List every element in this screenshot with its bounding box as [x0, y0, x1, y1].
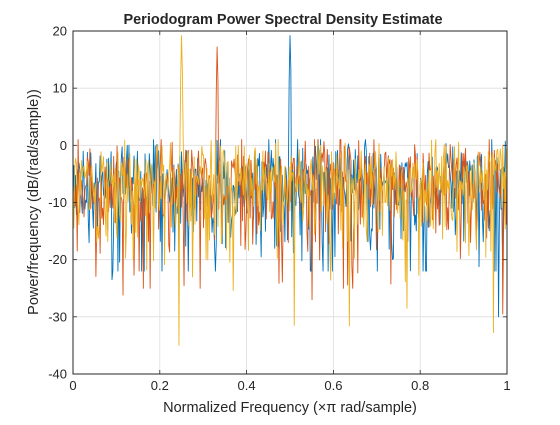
y-tick-label: 10	[53, 81, 67, 96]
y-tick-label: -10	[48, 195, 67, 210]
x-tick-labels: 0 0.2 0.4 0.6 0.8 1	[69, 378, 510, 393]
x-tick-label: 0.8	[411, 378, 429, 393]
axes-box	[72, 30, 508, 375]
x-tick-label: 0.4	[238, 378, 256, 393]
series-line-3	[72, 35, 508, 346]
x-axis-label: Normalized Frequency (×π rad/sample)	[163, 400, 417, 416]
x-tick-label: 0.2	[151, 378, 169, 393]
x-tick-label: 0	[69, 378, 76, 393]
chart-title: Periodogram Power Spectral Density Estim…	[123, 12, 442, 28]
x-tick-label: 1	[503, 378, 510, 393]
series-layer	[72, 35, 508, 346]
y-axis-label: Power/frequency (dB/(rad/sample))	[26, 89, 42, 315]
y-tick-label: -30	[48, 309, 67, 324]
y-tick-label: -20	[48, 252, 67, 267]
y-tick-label: -40	[48, 367, 67, 382]
y-tick-label: 20	[53, 24, 67, 39]
x-tick-label: 0.6	[324, 378, 342, 393]
y-tick-label: 0	[60, 138, 67, 153]
y-tick-labels: -40 -30 -20 -10 0 10 20	[48, 24, 67, 382]
